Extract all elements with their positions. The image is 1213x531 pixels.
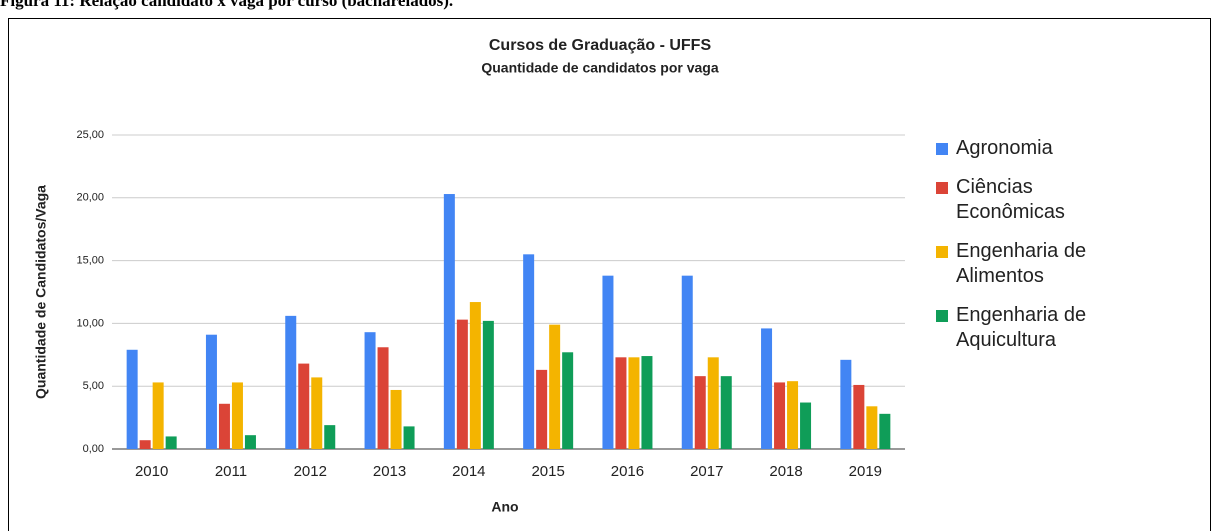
bar xyxy=(641,356,653,449)
bar xyxy=(707,357,719,449)
legend: Agronomia Ciências Econômicas Engenharia d… xyxy=(936,136,1126,367)
legend-label: Agronomia xyxy=(956,137,1053,159)
legend-item: Engenharia de Aquicultura xyxy=(936,303,1126,353)
caption: Figura 11: Relação candidato x vaga por … xyxy=(0,0,454,10)
bar xyxy=(218,403,230,449)
x-tick-label: 2014 xyxy=(452,463,485,480)
bar xyxy=(628,357,640,449)
x-tick-label: 2018 xyxy=(769,463,802,480)
y-axis-label: Quantidade de Candidatos/Vaga xyxy=(33,185,49,399)
bar xyxy=(364,332,376,449)
x-tick-label: 2013 xyxy=(373,463,406,480)
bar xyxy=(523,254,535,449)
bar xyxy=(443,194,455,449)
bar xyxy=(549,324,561,449)
y-tick-label: 5,00 xyxy=(83,380,104,392)
legend-item: Agronomia xyxy=(936,136,1126,161)
bar xyxy=(787,381,799,449)
legend-swatch xyxy=(936,310,948,322)
x-tick-label: 2016 xyxy=(611,463,644,480)
y-tick-label: 25,00 xyxy=(76,129,104,141)
legend-label: Ciências Econômicas xyxy=(956,176,1065,223)
chart-subtitle: Quantidade de candidatos por vaga xyxy=(481,60,718,76)
bar xyxy=(602,275,614,449)
legend-label: Engenharia de Aquicultura xyxy=(956,304,1087,351)
bar xyxy=(694,376,706,449)
bar xyxy=(244,435,256,449)
chart-title: Cursos de Graduação - UFFS xyxy=(489,37,712,54)
bar xyxy=(840,359,852,449)
x-tick-label: 2015 xyxy=(531,463,564,480)
legend-swatch xyxy=(936,182,948,194)
bar xyxy=(390,389,402,449)
bar xyxy=(681,275,693,449)
bar xyxy=(800,402,812,449)
bar xyxy=(139,440,151,449)
x-tick-label: 2011 xyxy=(215,463,247,480)
bar xyxy=(482,320,494,449)
legend-swatch xyxy=(936,246,948,258)
bar xyxy=(324,425,336,449)
bar xyxy=(311,377,323,449)
bar xyxy=(403,426,415,449)
y-tick-label: 10,00 xyxy=(76,317,104,329)
x-tick-label: 2017 xyxy=(690,463,723,480)
bar xyxy=(126,349,138,449)
bar xyxy=(536,369,548,449)
bar xyxy=(377,347,389,449)
y-tick-label: 0,00 xyxy=(83,443,104,455)
x-tick-label: 2019 xyxy=(849,463,882,480)
bar xyxy=(298,363,310,449)
bar xyxy=(231,382,243,449)
bar xyxy=(774,382,786,449)
x-tick-label: 2012 xyxy=(294,463,327,480)
bar xyxy=(562,352,574,449)
bar xyxy=(205,334,217,449)
x-axis-label: Ano xyxy=(491,499,518,515)
legend-swatch xyxy=(936,143,948,155)
bar xyxy=(879,413,891,449)
bar xyxy=(469,302,481,449)
bar xyxy=(866,406,878,449)
chart-frame xyxy=(8,18,1211,531)
legend-item: Ciências Econômicas xyxy=(936,175,1126,225)
y-tick-label: 20,00 xyxy=(76,192,104,204)
bar xyxy=(853,384,865,449)
bar xyxy=(285,315,297,449)
bar xyxy=(456,319,468,449)
legend-item: Engenharia de Alimentos xyxy=(936,239,1126,289)
x-tick-label: 2010 xyxy=(135,463,168,480)
legend-label: Engenharia de Alimentos xyxy=(956,240,1087,287)
y-tick-label: 15,00 xyxy=(76,255,104,267)
bar xyxy=(720,376,732,449)
bar xyxy=(152,382,164,449)
bar xyxy=(165,436,177,449)
bar xyxy=(615,357,627,449)
bar xyxy=(761,328,773,449)
